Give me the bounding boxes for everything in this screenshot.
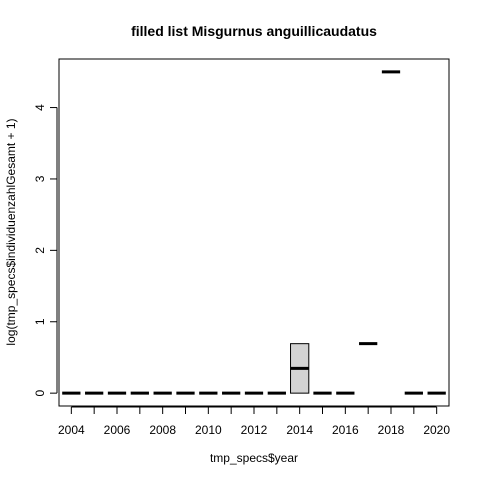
- y-tick-label-1: 1: [33, 318, 47, 325]
- chart-title: filled list Misgurnus anguillicaudatus: [131, 23, 377, 39]
- x-tick-label-2004: 2004: [58, 423, 85, 437]
- x-tick-label-2010: 2010: [195, 423, 222, 437]
- x-tick-label-2020: 2020: [423, 423, 450, 437]
- plot-frame: [58, 58, 450, 407]
- x-tick-label-2016: 2016: [332, 423, 359, 437]
- y-axis-label: log(tmp_specs$individuenzahlGesamt + 1): [4, 118, 18, 345]
- x-tick-label-2006: 2006: [104, 423, 131, 437]
- y-tick-label-4: 4: [33, 104, 47, 111]
- y-axis: 0 1 2 3 4: [33, 104, 58, 396]
- x-tick-label-2012: 2012: [241, 423, 268, 437]
- box-2014: [290, 343, 310, 394]
- x-axis-label: tmp_specs$year: [210, 451, 298, 465]
- x-tick-label-2018: 2018: [378, 423, 405, 437]
- y-tick-label-3: 3: [33, 175, 47, 182]
- y-tick-label-0: 0: [33, 389, 47, 396]
- box-marks: [62, 70, 446, 395]
- x-tick-label-2014: 2014: [286, 423, 313, 437]
- x-tick-label-2008: 2008: [149, 423, 176, 437]
- x-axis: 2004 2006 2008 2010 2012 2014 2016 2018 2020: [58, 406, 450, 437]
- y-tick-label-2: 2: [33, 247, 47, 254]
